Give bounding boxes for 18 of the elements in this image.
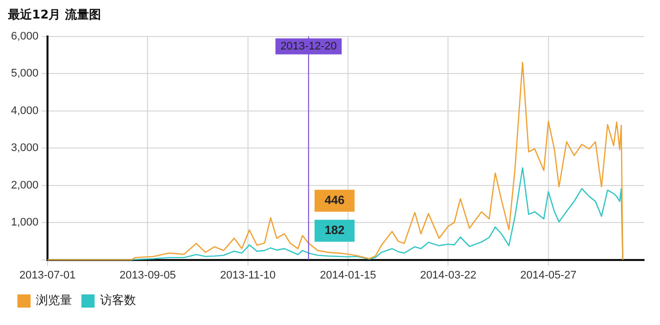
y-tick-label: 1,000 [10,216,39,229]
x-tick-label: 2013-09-05 [120,269,176,282]
x-tick-label: 2013-07-01 [19,269,76,282]
annotation: 446 [324,193,345,208]
legend-label: 浏览量 [36,293,72,308]
x-tick-label: 2013-11-10 [220,269,276,282]
annotation: 182 [324,223,345,238]
y-tick-label: 6,000 [10,30,39,42]
y-tick-label: 3,000 [10,142,39,154]
x-tick-label: 2014-03-22 [420,269,476,282]
ref-line-label: 2013-12-20 [280,40,337,52]
chart-title: 最近12月 流量图 [7,7,101,22]
legend-label: 访客数 [100,293,136,308]
y-tick-label: 4,000 [10,104,39,117]
x-tick-label: 2014-05-27 [520,269,577,282]
y-tick-label: 2,000 [10,179,39,192]
y-tick-label: 5,000 [10,68,39,80]
x-tick-label: 2014-01-15 [320,269,376,282]
